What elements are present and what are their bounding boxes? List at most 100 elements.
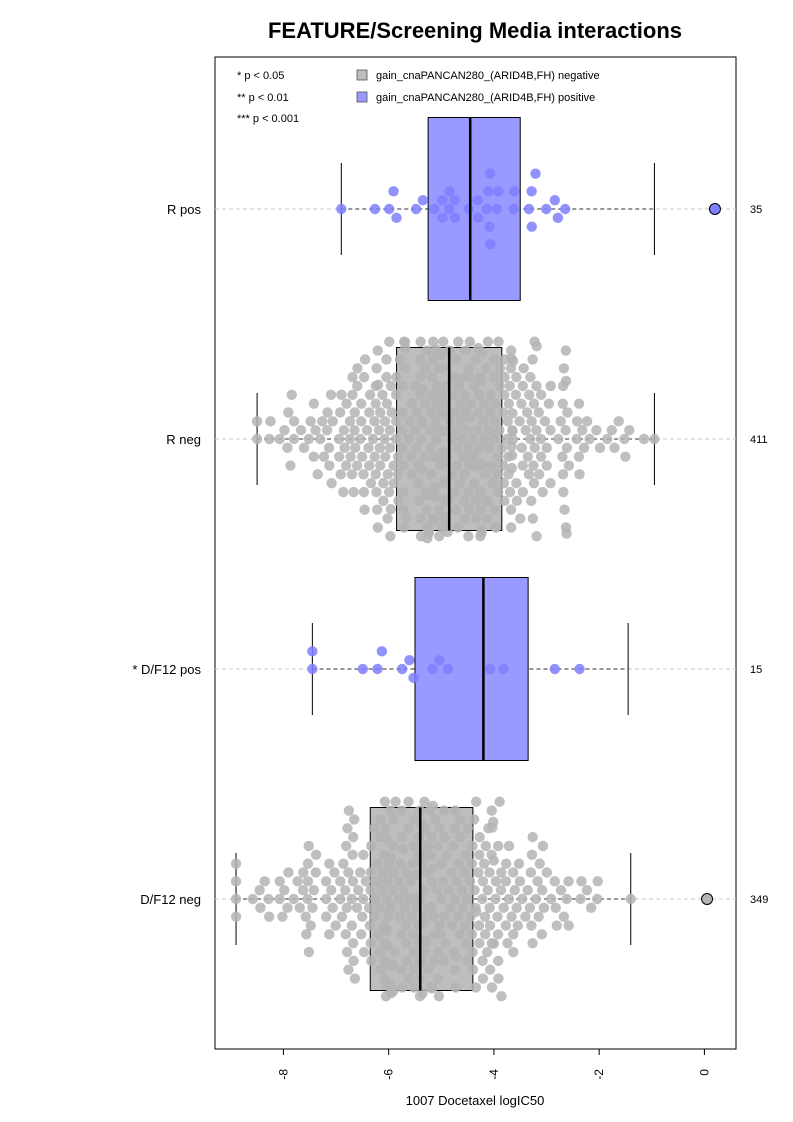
data-point bbox=[471, 906, 482, 918]
data-point bbox=[434, 920, 445, 931]
data-point bbox=[432, 380, 443, 392]
data-point bbox=[340, 460, 352, 471]
data-point bbox=[535, 433, 547, 445]
data-point bbox=[448, 371, 460, 383]
data-point bbox=[404, 654, 415, 666]
data-point bbox=[374, 902, 385, 914]
data-point bbox=[448, 840, 459, 852]
data-point bbox=[520, 911, 531, 922]
data-point bbox=[446, 920, 458, 931]
data-point bbox=[371, 876, 383, 887]
data-point bbox=[366, 840, 377, 852]
data-point bbox=[264, 433, 275, 445]
data-point bbox=[620, 451, 631, 462]
data-point bbox=[490, 876, 502, 887]
data-point bbox=[491, 203, 503, 215]
data-point bbox=[543, 398, 555, 409]
data-point bbox=[358, 486, 370, 498]
data-point bbox=[288, 893, 299, 905]
data-point bbox=[324, 460, 335, 471]
data-point bbox=[358, 371, 370, 383]
data-point bbox=[517, 893, 528, 905]
data-point bbox=[230, 911, 242, 922]
x-tick-label: -2 bbox=[592, 1069, 606, 1080]
data-point bbox=[422, 840, 433, 852]
data-point bbox=[368, 823, 380, 834]
data-point bbox=[437, 194, 448, 206]
data-point bbox=[473, 867, 484, 878]
data-point bbox=[452, 911, 464, 922]
data-point bbox=[537, 840, 549, 852]
data-point bbox=[320, 876, 332, 887]
data-point bbox=[303, 433, 315, 445]
data-point bbox=[486, 805, 497, 816]
chart-title: FEATURE/Screening Media interactions bbox=[268, 18, 682, 43]
data-point bbox=[520, 424, 531, 436]
data-point bbox=[500, 920, 511, 931]
data-point bbox=[381, 940, 393, 951]
data-point bbox=[327, 902, 338, 914]
data-point bbox=[421, 504, 433, 515]
data-point bbox=[353, 884, 364, 896]
data-point bbox=[442, 526, 453, 538]
data-point bbox=[494, 796, 505, 807]
data-point bbox=[454, 929, 466, 940]
data-point bbox=[388, 840, 399, 852]
data-point bbox=[470, 796, 482, 807]
data-point bbox=[415, 354, 426, 365]
data-point bbox=[454, 814, 466, 825]
data-point bbox=[425, 469, 437, 480]
data-point bbox=[450, 504, 461, 515]
data-point bbox=[381, 398, 393, 409]
data-point bbox=[372, 522, 383, 533]
data-point bbox=[371, 858, 383, 869]
data-point bbox=[468, 814, 480, 825]
data-point bbox=[484, 867, 495, 878]
data-point bbox=[528, 478, 540, 489]
data-point bbox=[451, 442, 463, 454]
data-point bbox=[286, 389, 297, 400]
data-point bbox=[431, 434, 442, 445]
data-point bbox=[401, 955, 413, 967]
data-point bbox=[531, 531, 542, 542]
data-point bbox=[326, 478, 337, 489]
data-point bbox=[464, 460, 475, 471]
data-point bbox=[508, 946, 519, 958]
data-point bbox=[457, 902, 469, 914]
data-point bbox=[518, 363, 529, 374]
data-point bbox=[302, 876, 314, 887]
data-point bbox=[571, 433, 582, 445]
data-point bbox=[401, 938, 412, 949]
data-point bbox=[400, 867, 412, 878]
data-point bbox=[356, 451, 368, 462]
data-point bbox=[388, 813, 399, 825]
data-point bbox=[294, 902, 306, 914]
data-point bbox=[559, 203, 571, 215]
data-point bbox=[453, 858, 465, 869]
data-point bbox=[351, 460, 363, 471]
data-point bbox=[537, 486, 548, 498]
data-point bbox=[355, 433, 366, 445]
data-point bbox=[333, 433, 345, 445]
data-point bbox=[364, 389, 376, 400]
data-point bbox=[392, 451, 404, 462]
data-point bbox=[545, 380, 556, 392]
data-point bbox=[464, 371, 475, 382]
data-point bbox=[506, 522, 517, 533]
data-point bbox=[430, 814, 441, 825]
data-point bbox=[534, 858, 545, 869]
data-point bbox=[255, 902, 266, 914]
data-point bbox=[476, 375, 487, 386]
data-point bbox=[459, 867, 471, 878]
data-point bbox=[358, 893, 369, 905]
data-point bbox=[396, 964, 407, 975]
data-point bbox=[477, 893, 488, 905]
data-point bbox=[494, 380, 505, 392]
data-point bbox=[505, 345, 517, 356]
data-point bbox=[465, 398, 476, 409]
data-point bbox=[513, 858, 525, 869]
data-point bbox=[526, 416, 537, 427]
data-point bbox=[425, 442, 436, 454]
data-point bbox=[435, 928, 446, 940]
data-point bbox=[436, 893, 447, 905]
